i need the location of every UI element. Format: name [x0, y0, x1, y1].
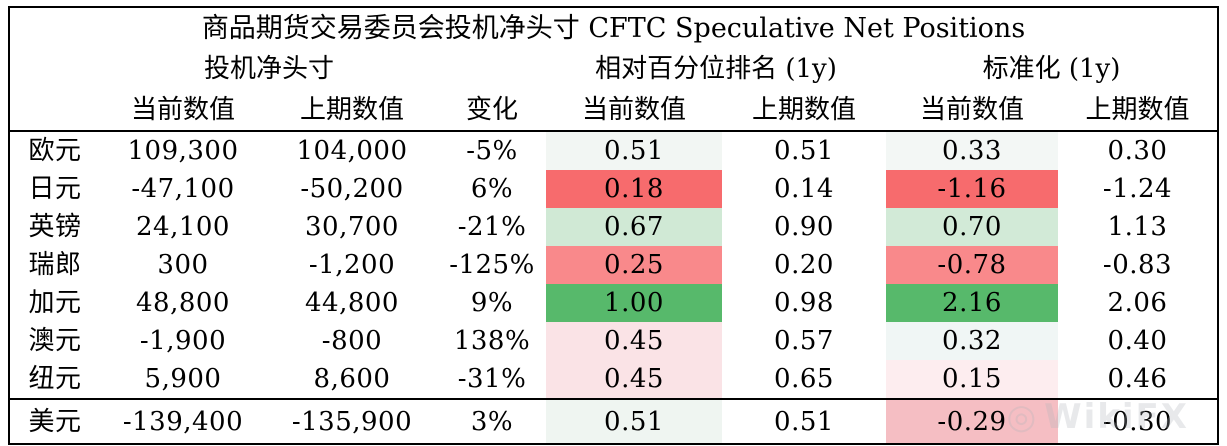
pct-current-cell: 0.25 — [546, 246, 722, 284]
std-previous-cell: 2.06 — [1107, 288, 1168, 318]
table-row: 英镑 24,100 30,700 -21% 0.67 0.90 0.70 1.13 — [10, 208, 1217, 246]
table-row: 欧元 109,300 104,000 -5% 0.51 0.51 0.33 0.30 — [10, 131, 1217, 170]
currency-label: 日元 — [28, 174, 82, 204]
pct-previous-cell: 0.14 — [774, 174, 834, 204]
pct-current-cell: 1.00 — [546, 284, 722, 322]
pct-current-cell: 0.18 — [546, 170, 722, 208]
group-spacer-currency — [10, 48, 100, 90]
col-header-pct-previous: 上期数值 — [751, 95, 856, 125]
pct-previous-cell: 0.90 — [774, 212, 834, 242]
net-current-cell: 48,800 — [136, 288, 230, 318]
std-previous-cell: -1.24 — [1102, 174, 1173, 204]
std-current-cell: 0.33 — [886, 131, 1058, 170]
std-current-cell: 0.32 — [886, 322, 1058, 360]
col-header-change: 变化 — [465, 95, 518, 125]
pct-current-cell: 0.51 — [546, 399, 722, 443]
net-previous-cell: -50,200 — [300, 174, 404, 204]
currency-label: 澳元 — [28, 326, 82, 356]
net-current-cell: -47,100 — [131, 174, 235, 204]
table-header: 商品期货交易委员会投机净头寸 CFTC Speculative Net Posi… — [10, 8, 1217, 131]
pct-previous-cell: 0.20 — [774, 250, 834, 280]
col-header-net-current: 当前数值 — [130, 95, 235, 125]
std-previous-cell: -0.30 — [1102, 406, 1173, 437]
std-previous-cell: 0.40 — [1107, 326, 1168, 356]
col-header-net-previous: 上期数值 — [299, 95, 404, 125]
net-current-cell: 109,300 — [127, 136, 239, 166]
currency-label: 英镑 — [28, 212, 82, 242]
currency-label: 加元 — [28, 288, 82, 318]
change-cell: -125% — [449, 250, 535, 280]
table-row: 日元 -47,100 -50,200 6% 0.18 0.14 -1.16 -1.24 — [10, 170, 1217, 208]
pct-previous-cell: 0.51 — [774, 406, 834, 437]
table-title: 商品期货交易委员会投机净头寸 CFTC Speculative Net Posi… — [201, 12, 1026, 44]
col-header-pct-current: 当前数值 — [581, 95, 686, 125]
std-previous-cell: 1.13 — [1107, 212, 1168, 242]
group-normalized: 标准化 (1y) — [982, 54, 1121, 84]
change-cell: 9% — [470, 288, 514, 318]
net-current-cell: 5,900 — [144, 364, 222, 394]
pct-previous-cell: 0.57 — [774, 326, 834, 356]
group-spacer-change — [438, 48, 546, 90]
currency-label: 欧元 — [28, 136, 82, 166]
pct-current-cell: 0.51 — [546, 131, 722, 170]
group-net-positions: 投机净头寸 — [203, 54, 334, 84]
std-current-cell: 0.15 — [886, 360, 1058, 399]
net-current-cell: -1,900 — [139, 326, 227, 356]
std-previous-cell: 0.46 — [1107, 364, 1168, 394]
net-current-cell: -139,400 — [122, 406, 244, 437]
std-current-cell: -0.29 — [886, 399, 1058, 443]
change-cell: -21% — [457, 212, 527, 242]
net-previous-cell: 30,700 — [305, 212, 399, 242]
pct-previous-cell: 0.65 — [774, 364, 834, 394]
table-row: 纽元 5,900 8,600 -31% 0.45 0.65 0.15 0.46 — [10, 360, 1217, 399]
net-current-cell: 300 — [157, 250, 209, 280]
net-previous-cell: -1,200 — [308, 250, 396, 280]
table-row: 美元 -139,400 -135,900 3% 0.51 0.51 -0.29 -0.30 — [10, 399, 1217, 443]
pct-current-cell: 0.67 — [546, 208, 722, 246]
net-previous-cell: -800 — [321, 326, 383, 356]
net-previous-cell: -135,900 — [291, 406, 413, 437]
std-current-cell: -0.78 — [886, 246, 1058, 284]
std-previous-cell: 0.30 — [1107, 136, 1168, 166]
sub-header-row: 当前数值 上期数值 变化 当前数值 上期数值 当前数值 上期数值 — [10, 90, 1217, 131]
std-current-cell: -1.16 — [886, 170, 1058, 208]
table-row: 加元 48,800 44,800 9% 1.00 0.98 2.16 2.06 — [10, 284, 1217, 322]
change-cell: 6% — [470, 174, 514, 204]
std-previous-cell: -0.83 — [1102, 250, 1173, 280]
column-group-row: 投机净头寸 相对百分位排名 (1y) 标准化 (1y) — [10, 48, 1217, 90]
sub-spacer-currency — [10, 90, 100, 131]
table-row: 瑞郎 300 -1,200 -125% 0.25 0.20 -0.78 -0.83 — [10, 246, 1217, 284]
net-current-cell: 24,100 — [136, 212, 230, 242]
pct-previous-cell: 0.98 — [774, 288, 834, 318]
title-row: 商品期货交易委员会投机净头寸 CFTC Speculative Net Posi… — [10, 8, 1217, 48]
pct-previous-cell: 0.51 — [774, 136, 834, 166]
currency-label: 纽元 — [28, 364, 82, 394]
std-current-cell: 0.70 — [886, 208, 1058, 246]
group-percentile-rank: 相对百分位排名 (1y) — [595, 54, 837, 84]
change-cell: 3% — [470, 406, 514, 437]
change-cell: 138% — [453, 326, 531, 356]
change-cell: -31% — [457, 364, 527, 394]
col-header-std-current: 当前数值 — [919, 95, 1024, 125]
currency-label: 瑞郎 — [28, 250, 82, 280]
table-row: 澳元 -1,900 -800 138% 0.45 0.57 0.32 0.40 — [10, 322, 1217, 360]
col-header-std-previous: 上期数值 — [1085, 95, 1190, 125]
cftc-positions-table: 商品期货交易委员会投机净头寸 CFTC Speculative Net Posi… — [10, 8, 1217, 443]
change-cell: -5% — [466, 136, 518, 166]
net-previous-cell: 104,000 — [296, 136, 408, 166]
std-current-cell: 2.16 — [886, 284, 1058, 322]
net-previous-cell: 44,800 — [305, 288, 399, 318]
pct-current-cell: 0.45 — [546, 322, 722, 360]
table-body: 欧元 109,300 104,000 -5% 0.51 0.51 0.33 0.30 日元 -47… — [10, 131, 1217, 443]
currency-label: 美元 — [28, 406, 82, 437]
pct-current-cell: 0.45 — [546, 360, 722, 399]
net-previous-cell: 8,600 — [313, 364, 391, 394]
cftc-positions-table-frame: 商品期货交易委员会投机净头寸 CFTC Speculative Net Posi… — [8, 6, 1219, 445]
